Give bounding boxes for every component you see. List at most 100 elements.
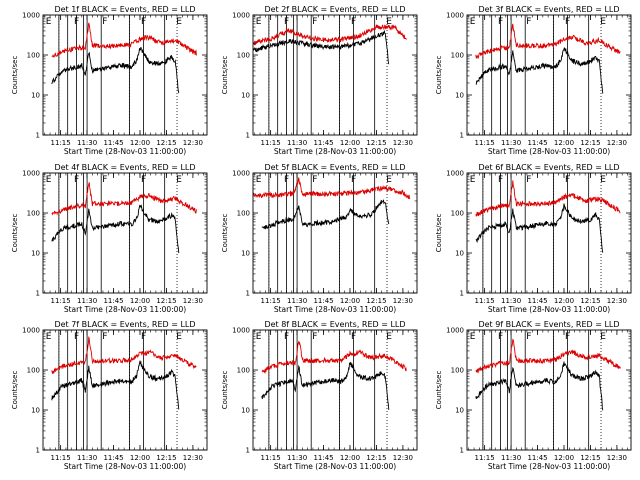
y-tick-label: 1 (36, 290, 40, 298)
x-tick-label: 11:30 (77, 139, 97, 147)
interval-flag-label: E (256, 332, 262, 342)
interval-flag-label: F (312, 17, 317, 27)
x-tick-label: 11:30 (287, 297, 307, 305)
y-tick-label: 1000 (232, 12, 250, 20)
x-tick-label: 12:15 (366, 454, 386, 462)
x-tick-label: 11:15 (261, 297, 281, 305)
x-tick-label: 11:45 (527, 454, 547, 462)
y-tick-label: 100 (27, 210, 40, 218)
interval-flag-label: F (284, 175, 289, 185)
interval-flag-label: F (565, 175, 570, 185)
interval-flag-label: F (102, 175, 107, 185)
y-tick-label: 100 (451, 52, 464, 60)
y-tick-label: 100 (27, 52, 40, 60)
interval-flag-label: E (176, 17, 182, 27)
y-axis-label: Counts/sec (221, 56, 229, 95)
interval-flag-label: E (46, 17, 52, 27)
y-tick-label: 10 (455, 250, 464, 258)
x-tick-label: 12:30 (183, 454, 203, 462)
x-tick-label: 12:30 (607, 454, 627, 462)
x-tick-label: 11:45 (103, 297, 123, 305)
interval-flag-label: F (141, 17, 146, 27)
x-tick-label: 12:15 (156, 139, 176, 147)
interval-flag-label: E (470, 17, 476, 27)
y-axis-label: Counts/sec (221, 214, 229, 253)
x-tick-label: 12:15 (156, 454, 176, 462)
x-tick-label: 12:30 (393, 139, 413, 147)
y-axis-label: Counts/sec (435, 214, 443, 253)
events-series-line (475, 47, 604, 94)
y-tick-label: 1 (460, 290, 464, 298)
x-axis-label: Start Time (28-Nov-03 11:00:00) (64, 147, 186, 156)
x-tick-label: 11:15 (475, 454, 495, 462)
y-tick-label: 100 (27, 367, 40, 375)
y-tick-label: 1000 (446, 170, 464, 178)
y-tick-label: 1 (246, 290, 250, 298)
interval-flag-label: F (141, 332, 146, 342)
x-tick-label: 12:30 (393, 454, 413, 462)
y-axis-label: Counts/sec (11, 214, 19, 253)
x-tick-label: 12:30 (183, 297, 203, 305)
lld-series-line (51, 336, 197, 375)
x-tick-label: 12:30 (183, 139, 203, 147)
x-tick-label: 11:30 (501, 454, 521, 462)
lld-series-line (253, 24, 407, 46)
y-tick-label: 10 (455, 92, 464, 100)
x-tick-label: 11:45 (103, 454, 123, 462)
x-tick-label: 11:15 (261, 454, 281, 462)
events-series-line (261, 199, 390, 230)
y-tick-label: 1 (36, 447, 40, 455)
interval-flag-label: F (498, 175, 503, 185)
y-tick-label: 100 (237, 210, 250, 218)
x-tick-label: 12:00 (554, 139, 574, 147)
y-tick-label: 10 (31, 250, 40, 258)
interval-flag-label: F (565, 332, 570, 342)
interval-flag-label: E (176, 332, 182, 342)
y-tick-label: 10 (241, 407, 250, 415)
x-axis-label: Start Time (28-Nov-03 11:00:00) (64, 462, 186, 471)
x-tick-label: 11:30 (501, 139, 521, 147)
y-axis-label: Counts/sec (221, 371, 229, 410)
x-axis-label: Start Time (28-Nov-03 11:00:00) (274, 462, 396, 471)
y-axis-label: Counts/sec (11, 56, 19, 95)
x-tick-label: 11:30 (287, 139, 307, 147)
y-tick-label: 100 (451, 210, 464, 218)
interval-flag-label: F (284, 17, 289, 27)
y-tick-label: 100 (451, 367, 464, 375)
x-tick-label: 11:30 (77, 454, 97, 462)
y-tick-label: 1 (36, 132, 40, 140)
lld-series-line (261, 341, 407, 374)
x-tick-label: 11:15 (51, 139, 71, 147)
interval-flag-label: F (284, 332, 289, 342)
x-tick-label: 11:15 (51, 297, 71, 305)
x-tick-label: 11:30 (501, 297, 521, 305)
interval-flag-label: E (470, 332, 476, 342)
interval-flag-label: E (386, 17, 392, 27)
plot-frame (466, 172, 632, 294)
y-tick-label: 1000 (22, 170, 40, 178)
events-series-line (51, 359, 180, 410)
x-tick-label: 12:30 (607, 297, 627, 305)
lld-series-line (475, 180, 621, 217)
interval-flag-label: F (526, 175, 531, 185)
events-series-line (51, 204, 180, 254)
x-axis-label: Start Time (28-Nov-03 11:00:00) (488, 305, 610, 314)
y-tick-label: 10 (241, 250, 250, 258)
x-axis-label: Start Time (28-Nov-03 11:00:00) (274, 147, 396, 156)
x-tick-label: 11:15 (475, 139, 495, 147)
interval-flag-label: F (141, 175, 146, 185)
events-series-line (475, 361, 604, 411)
x-tick-label: 11:45 (313, 454, 333, 462)
interval-flag-label: E (470, 175, 476, 185)
interval-flag-label: E (600, 175, 606, 185)
x-tick-label: 11:15 (261, 139, 281, 147)
events-series-line (51, 47, 180, 94)
interval-flag-label: E (46, 332, 52, 342)
interval-flag-label: E (176, 175, 182, 185)
